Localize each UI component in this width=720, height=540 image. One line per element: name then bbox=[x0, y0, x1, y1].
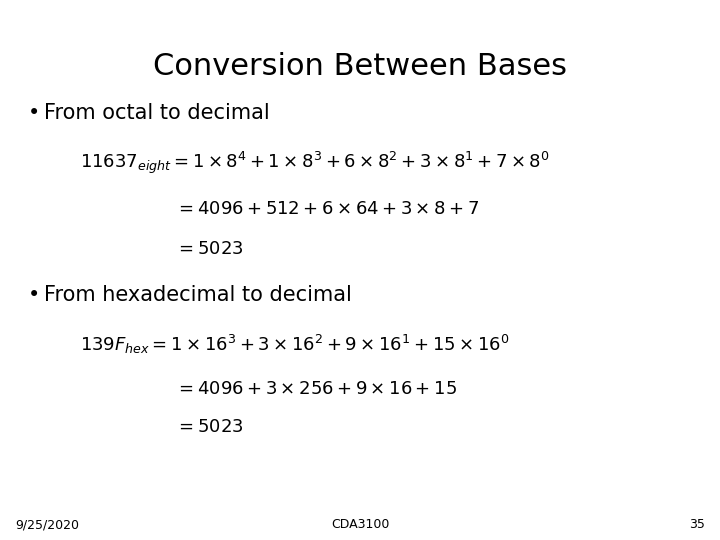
Text: •: • bbox=[28, 103, 40, 123]
Text: From octal to decimal: From octal to decimal bbox=[44, 103, 270, 123]
Text: CDA3100: CDA3100 bbox=[330, 518, 390, 531]
Text: •: • bbox=[28, 285, 40, 305]
Text: $11637_{eight} = 1\times8^{4}+1\times8^{3}+6\times8^{2}+3\times8^{1}+7\times8^{0: $11637_{eight} = 1\times8^{4}+1\times8^{… bbox=[80, 150, 550, 176]
Text: $= 4096+512+6\times64+3\times8+7$: $= 4096+512+6\times64+3\times8+7$ bbox=[175, 200, 479, 218]
Text: Conversion Between Bases: Conversion Between Bases bbox=[153, 52, 567, 81]
Text: From hexadecimal to decimal: From hexadecimal to decimal bbox=[44, 285, 352, 305]
Text: $139F_{hex} = 1\times16^{3}+3\times16^{2}+9\times16^{1}+15\times16^{0}$: $139F_{hex} = 1\times16^{3}+3\times16^{2… bbox=[80, 333, 510, 356]
Text: 9/25/2020: 9/25/2020 bbox=[15, 518, 79, 531]
Text: 35: 35 bbox=[689, 518, 705, 531]
Text: $= 4096+3\times256+9\times16+15$: $= 4096+3\times256+9\times16+15$ bbox=[175, 380, 457, 398]
Text: $= 5023$: $= 5023$ bbox=[175, 418, 243, 436]
Text: $= 5023$: $= 5023$ bbox=[175, 240, 243, 258]
